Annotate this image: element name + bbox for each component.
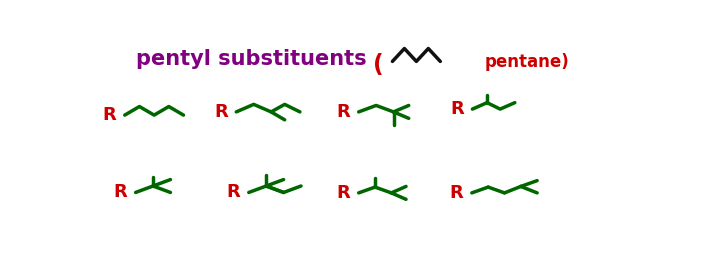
Text: R: R: [214, 103, 228, 121]
Text: R: R: [336, 184, 350, 202]
Text: R: R: [451, 100, 465, 118]
Text: pentane): pentane): [485, 53, 569, 71]
Text: R: R: [227, 184, 240, 201]
Text: R: R: [450, 184, 463, 202]
Text: (: (: [373, 53, 384, 77]
Text: R: R: [336, 103, 350, 121]
Text: R: R: [102, 106, 117, 124]
Text: pentyl substituents: pentyl substituents: [135, 49, 366, 69]
Text: R: R: [114, 184, 127, 201]
